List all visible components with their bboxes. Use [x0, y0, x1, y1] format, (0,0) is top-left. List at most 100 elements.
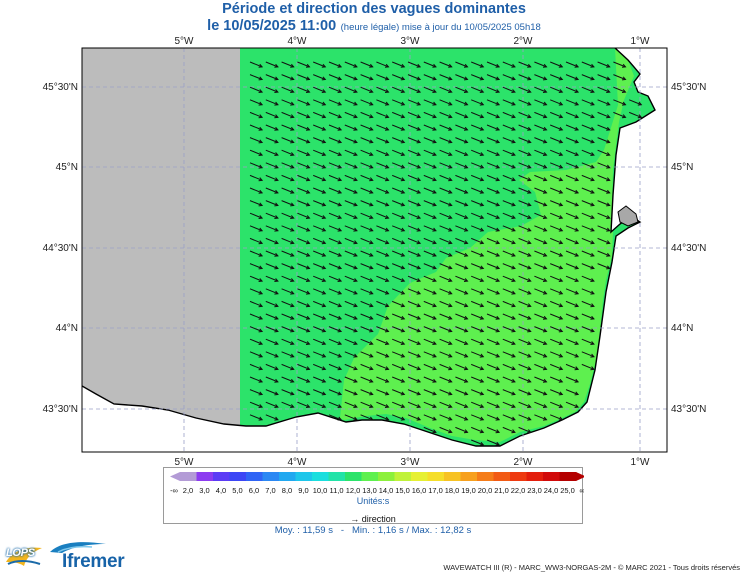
direction-arrow [565, 225, 580, 232]
direction-arrow [550, 326, 564, 333]
direction-arrow [581, 187, 595, 194]
direction-arrow [613, 111, 627, 119]
direction-arrow [297, 149, 311, 156]
direction-arrow [423, 288, 437, 295]
direction-arrow [518, 237, 532, 245]
direction-arrow [265, 326, 279, 333]
direction-arrow [249, 86, 264, 93]
direction-arrow [392, 212, 406, 219]
direction-arrow [281, 376, 295, 383]
direction-arrow [502, 389, 516, 396]
direction-arrow [423, 414, 437, 421]
direction-arrow [550, 275, 564, 282]
direction-arrow [581, 124, 595, 131]
direction-arrow [297, 61, 311, 68]
direction-arrow [265, 250, 279, 257]
direction-arrow [534, 187, 548, 194]
direction-arrow [550, 351, 564, 358]
direction-arrow [486, 99, 501, 106]
direction-arrow [581, 338, 595, 345]
direction-arrow [455, 313, 469, 320]
direction-arrow [281, 326, 295, 333]
direction-arrow [249, 389, 264, 396]
direction-arrow [313, 74, 327, 81]
direction-arrow [265, 414, 279, 421]
direction-arrow [407, 401, 422, 408]
direction-arrow [518, 288, 532, 295]
direction-arrow [265, 237, 279, 245]
direction-arrow [344, 74, 358, 81]
direction-arrow [534, 212, 548, 219]
direction-arrow [249, 351, 264, 358]
direction-arrow [344, 149, 358, 156]
coastline [82, 48, 656, 447]
direction-arrow [360, 389, 374, 396]
direction-arrow [328, 376, 343, 383]
legend-swatch [361, 472, 379, 481]
direction-arrow [565, 99, 580, 106]
direction-arrow [313, 124, 327, 131]
direction-arrow [439, 351, 453, 358]
direction-arrow [518, 401, 532, 408]
direction-arrow [518, 225, 532, 232]
direction-arrow [597, 263, 611, 270]
direction-arrow [534, 389, 548, 396]
direction-arrow [455, 275, 469, 282]
direction-arrow [597, 237, 611, 245]
axis-labels: 5°W 4°W 3°W 2°W 1°W 5°W 4°W 3°W 2°W 1°W … [43, 36, 707, 468]
legend-tick-label: 7,0 [265, 486, 275, 495]
direction-arrow [518, 363, 532, 371]
lon-bottom-1w: 1°W [631, 457, 651, 468]
direction-arrow [565, 275, 580, 282]
direction-arrow [534, 275, 548, 282]
direction-arrow [407, 250, 422, 257]
direction-arrow [281, 61, 295, 68]
direction-arrow [360, 187, 374, 194]
direction-arrow [313, 61, 327, 68]
legend-tick-label: 12,0 [346, 486, 361, 495]
direction-arrow [376, 149, 390, 156]
direction-arrow [629, 111, 643, 119]
direction-arrow [407, 351, 422, 358]
direction-arrow [376, 326, 390, 333]
direction-arrow [455, 363, 469, 371]
legend-tick-label: 18,0 [445, 486, 460, 495]
direction-arrow [297, 326, 311, 333]
direction-arrow [328, 414, 343, 421]
direction-arrow [392, 74, 406, 81]
direction-arrow [550, 162, 564, 169]
lops-logo-text: LOPS [6, 547, 35, 559]
direction-arrow [502, 99, 516, 106]
direction-arrow [534, 149, 548, 156]
lops-logo [6, 547, 42, 566]
direction-arrow [550, 250, 564, 257]
direction-arrow [534, 86, 548, 93]
direction-arrow [407, 137, 422, 144]
direction-arrow [249, 74, 264, 81]
direction-arrow [455, 86, 469, 93]
direction-arrow [597, 174, 611, 182]
legend-low-tip [170, 472, 180, 481]
direction-arrow [281, 300, 295, 308]
direction-arrow [376, 313, 390, 320]
direction-arrow [423, 401, 437, 408]
direction-arrow [439, 414, 453, 421]
direction-arrow [281, 137, 295, 144]
direction-arrow [376, 237, 390, 245]
direction-arrow [407, 212, 422, 219]
direction-arrow [297, 225, 311, 232]
direction-arrow [581, 288, 595, 295]
direction-arrow [360, 225, 374, 232]
direction-arrow [360, 99, 374, 106]
direction-arrow [328, 137, 343, 144]
direction-arrow [360, 275, 374, 282]
direction-arrow [407, 187, 422, 194]
direction-arrow [581, 313, 595, 320]
direction-arrow [471, 74, 485, 81]
direction-arrow [486, 376, 501, 383]
direction-arrow [597, 250, 611, 257]
direction-arrow [629, 99, 643, 106]
lat-left-45: 45°N [56, 162, 78, 173]
direction-arrow [581, 250, 595, 257]
direction-arrow [360, 162, 374, 169]
